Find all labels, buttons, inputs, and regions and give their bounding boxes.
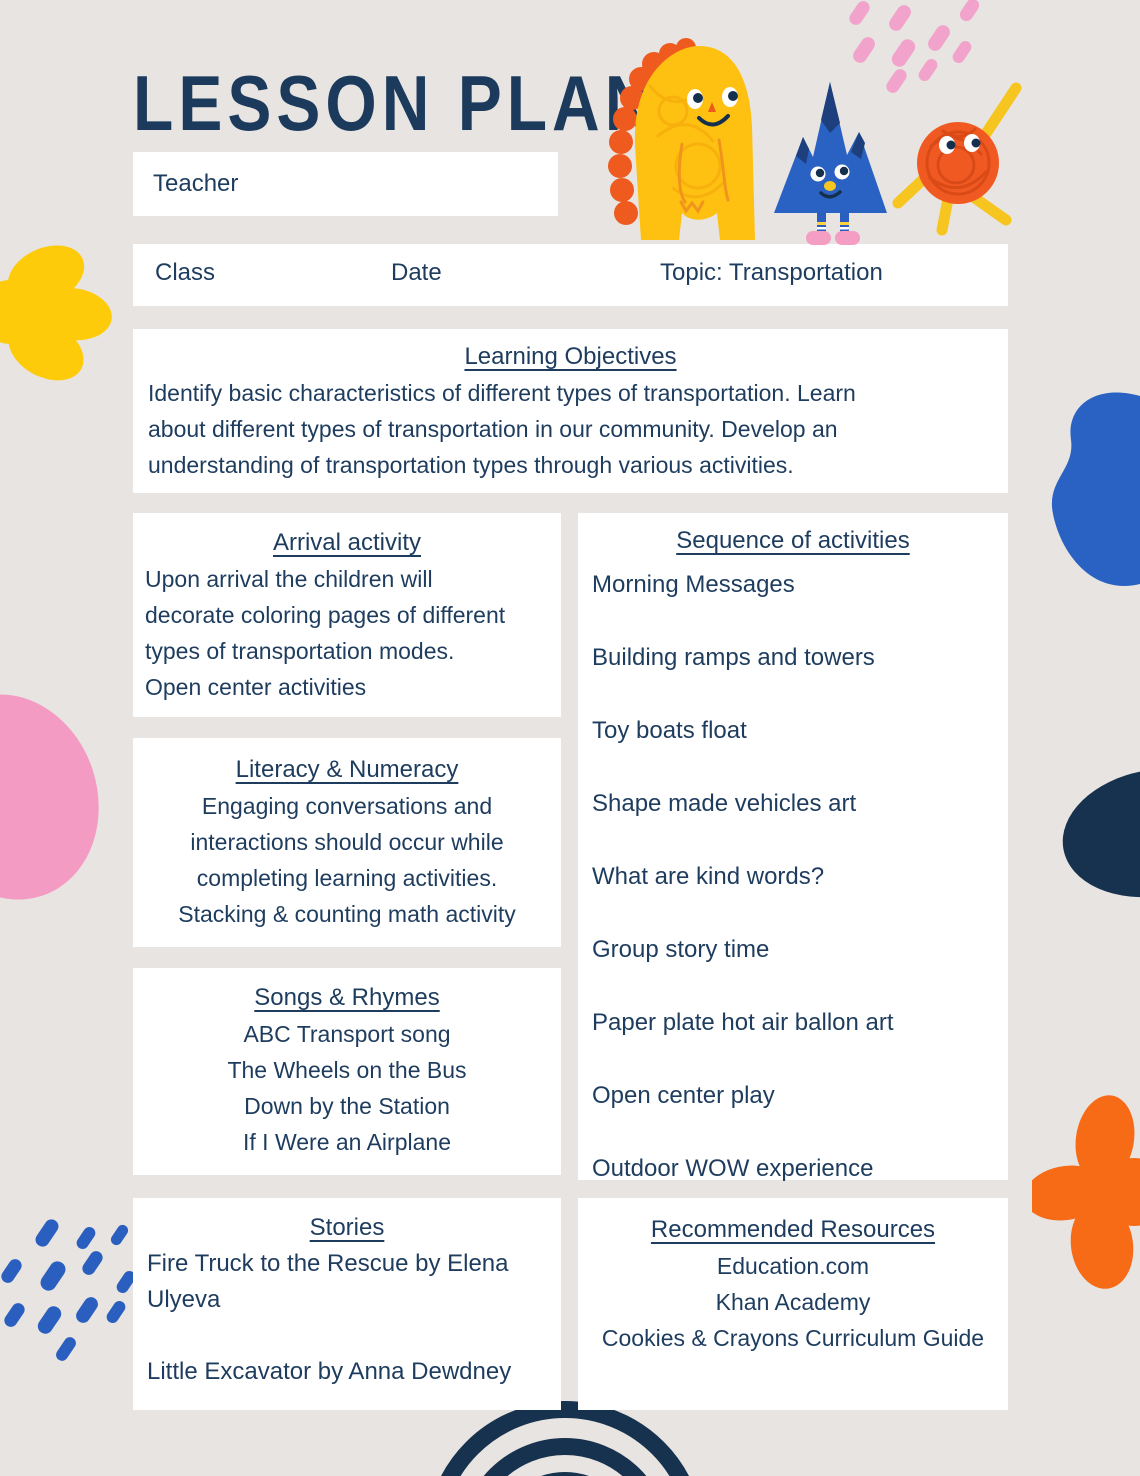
orange-flower-shape [1032,1095,1140,1289]
recommended-resources-heading: Recommended Resources [650,1216,936,1243]
arrival-activity-heading: Arrival activity [272,529,422,556]
stories-heading: Stories [309,1214,385,1241]
learning-objectives-heading: Learning Objectives [464,343,677,370]
teacher-field: Teacher [133,152,558,216]
sequence-item: Group story time [592,936,770,963]
date-label: Date [391,259,442,286]
arrival-line: Open center activities [145,674,367,700]
yellow-flower-shape [0,245,112,381]
resource-item: Education.com [716,1253,870,1279]
songs-rhymes-section: Songs & Rhymes ABC Transport song The Wh… [133,968,561,1175]
info-bar: Class Date Topic: Transportation [133,244,1008,306]
orange-monster-illustration [892,82,1022,236]
learning-objectives-section: Learning Objectives Identify basic chara… [133,329,1008,493]
literacy-line: Stacking & counting math activity [178,901,516,927]
literacy-line: interactions should occur while [190,829,504,855]
song-item: The Wheels on the Bus [227,1057,467,1083]
songs-rhymes-heading: Songs & Rhymes [254,984,440,1011]
sequence-item: Building ramps and towers [592,644,875,671]
objectives-line: about different types of transportation … [148,416,838,442]
sequence-item: What are kind words? [592,863,825,890]
literacy-numeracy-heading: Literacy & Numeracy [235,756,459,783]
class-label: Class [155,259,216,286]
literacy-line: completing learning activities. [196,865,498,891]
resource-item: Khan Academy [715,1289,871,1315]
literacy-line: Engaging conversations and [201,793,493,819]
sequence-item: Morning Messages [592,571,795,598]
objectives-line: Identify basic characteristics of differ… [148,380,856,406]
topic-label: Topic: Transportation [660,259,883,286]
page-title: LESSON PLAN [133,59,658,147]
sequence-of-activities-section: Sequence of activities Morning Messages … [578,513,1008,1182]
sequence-item: Toy boats float [592,717,747,744]
blue-blob-shape [1051,392,1140,586]
story-item: Little Excavator by Anna Dewdney [147,1358,512,1385]
resource-item: Cookies & Crayons Curriculum Guide [601,1325,985,1351]
sequence-item: Outdoor WOW experience [592,1155,874,1182]
recommended-resources-section: Recommended Resources Education.com Khan… [578,1198,1008,1410]
pink-blob-shape [0,671,125,923]
song-item: If I Were an Airplane [243,1129,451,1155]
sequence-item: Shape made vehicles art [592,790,857,817]
yellow-monster-illustration [608,38,755,240]
story-item: Fire Truck to the Rescue by Elena Ulyeva [147,1250,509,1313]
arrival-line: decorate coloring pages of different [145,602,506,628]
sequence-item: Paper plate hot air ballon art [592,1009,894,1036]
song-item: ABC Transport song [243,1021,451,1047]
navy-ellipse-shape [1052,754,1140,912]
arrival-activity-section: Arrival activity Upon arrival the childr… [133,513,561,717]
monsters-illustration [608,38,1022,245]
arrival-line: Upon arrival the children will [145,566,433,592]
sequence-item: Open center play [592,1082,775,1109]
blue-monster-illustration [774,82,887,245]
sequence-heading: Sequence of activities [676,527,910,554]
literacy-numeracy-section: Literacy & Numeracy Engaging conversatio… [133,738,561,947]
arrival-line: types of transportation modes. [145,638,455,664]
teacher-label: Teacher [153,170,239,197]
objectives-line: understanding of transportation types th… [148,452,794,478]
stories-section: Stories Fire Truck to the Rescue by Elen… [133,1198,561,1410]
song-item: Down by the Station [244,1093,450,1119]
